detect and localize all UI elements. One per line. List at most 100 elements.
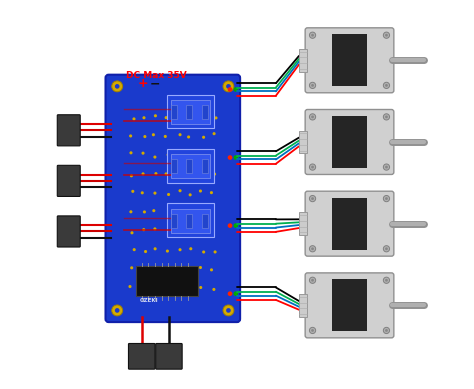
Circle shape (143, 210, 146, 214)
Circle shape (190, 268, 193, 271)
Circle shape (175, 287, 179, 290)
Bar (167, 149, 214, 183)
Circle shape (385, 166, 388, 168)
Bar (171, 105, 177, 119)
Circle shape (311, 329, 314, 332)
Circle shape (190, 117, 192, 120)
Circle shape (176, 153, 179, 156)
Circle shape (199, 189, 202, 193)
Circle shape (311, 197, 314, 200)
Circle shape (202, 173, 205, 177)
Circle shape (167, 193, 170, 196)
Bar (299, 294, 308, 317)
Circle shape (228, 223, 232, 228)
Circle shape (383, 196, 390, 202)
Circle shape (179, 209, 182, 212)
Circle shape (228, 87, 232, 92)
Text: −: − (149, 77, 160, 90)
Circle shape (164, 116, 168, 119)
Circle shape (167, 286, 171, 289)
Circle shape (112, 305, 123, 316)
Circle shape (213, 173, 216, 176)
FancyBboxPatch shape (128, 343, 155, 369)
Circle shape (154, 287, 156, 290)
Circle shape (152, 209, 155, 212)
Circle shape (223, 81, 234, 92)
Circle shape (310, 328, 316, 334)
Bar (202, 214, 208, 228)
Circle shape (152, 133, 155, 136)
FancyBboxPatch shape (57, 165, 80, 196)
Circle shape (214, 251, 217, 254)
Circle shape (166, 249, 169, 252)
Circle shape (385, 116, 388, 118)
Circle shape (311, 34, 314, 37)
Circle shape (234, 291, 238, 296)
Circle shape (210, 154, 213, 157)
Circle shape (189, 172, 192, 175)
Circle shape (141, 191, 144, 194)
Circle shape (154, 191, 156, 194)
Circle shape (385, 34, 388, 37)
Circle shape (234, 87, 238, 92)
Circle shape (129, 151, 133, 154)
Circle shape (210, 230, 213, 233)
Circle shape (228, 291, 232, 296)
Circle shape (203, 211, 206, 214)
Circle shape (130, 174, 133, 177)
Circle shape (202, 136, 205, 139)
Circle shape (164, 268, 166, 271)
Circle shape (166, 153, 170, 156)
Circle shape (223, 305, 234, 316)
Circle shape (179, 189, 182, 192)
Circle shape (310, 114, 316, 120)
Circle shape (383, 164, 390, 170)
Bar (186, 214, 192, 228)
Bar (171, 159, 177, 173)
Circle shape (383, 32, 390, 39)
Circle shape (199, 266, 202, 269)
Circle shape (168, 227, 171, 230)
Bar (167, 95, 214, 128)
Bar (186, 159, 192, 173)
Bar (332, 198, 367, 250)
Bar (202, 159, 208, 173)
Circle shape (154, 247, 157, 251)
Circle shape (175, 114, 179, 117)
Circle shape (189, 193, 191, 196)
Circle shape (234, 223, 238, 228)
Circle shape (154, 156, 156, 159)
Circle shape (212, 132, 216, 135)
Circle shape (210, 191, 213, 194)
Circle shape (383, 114, 390, 120)
FancyBboxPatch shape (57, 216, 80, 247)
Circle shape (210, 268, 213, 272)
Text: OZEKI: OZEKI (140, 298, 158, 303)
Circle shape (186, 210, 190, 214)
Circle shape (201, 114, 204, 117)
Circle shape (115, 84, 119, 89)
Circle shape (115, 308, 119, 313)
Circle shape (311, 116, 314, 118)
Circle shape (143, 135, 146, 138)
Circle shape (187, 287, 190, 290)
Circle shape (129, 210, 132, 213)
Circle shape (141, 267, 144, 270)
Circle shape (383, 277, 390, 283)
Bar (332, 279, 367, 331)
Circle shape (177, 228, 180, 231)
Bar (167, 203, 214, 237)
Circle shape (128, 285, 132, 288)
Circle shape (311, 247, 314, 250)
FancyBboxPatch shape (106, 75, 240, 322)
Circle shape (228, 155, 232, 160)
Circle shape (179, 133, 182, 136)
Circle shape (310, 82, 316, 89)
Circle shape (132, 117, 136, 121)
Bar (299, 212, 308, 235)
Circle shape (385, 84, 388, 87)
Circle shape (144, 250, 147, 253)
Bar (171, 100, 210, 124)
FancyBboxPatch shape (305, 28, 394, 93)
Circle shape (142, 228, 146, 231)
